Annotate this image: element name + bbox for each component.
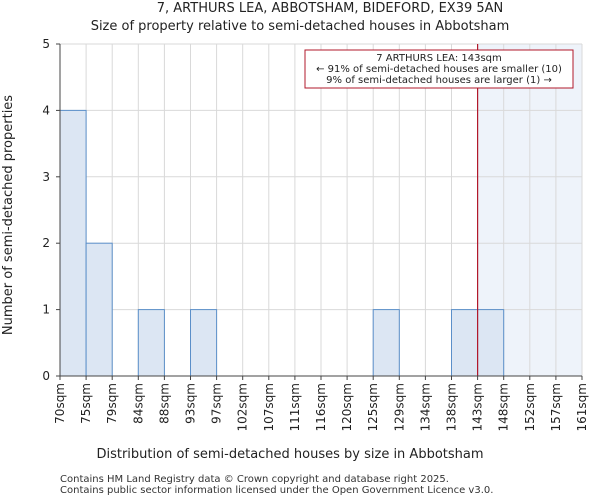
x-tick-label: 107sqm [262,383,276,431]
x-tick-label: 161sqm [575,383,589,431]
bar [85,242,113,377]
plot-area: 0 1 2 3 4 5 70sqm 75sqm 79sqm 84sqm 88sqm 93sqm 97sq… [42,37,589,431]
chart-subtitle: Size of property relative to semi-detach… [91,19,510,34]
y-tick-label: 1 [42,303,50,317]
x-axis-label: Distribution of semi-detached houses by … [96,447,483,462]
bar [59,109,87,377]
y-tick-label: 2 [42,236,50,250]
x-tick-label: 111sqm [288,383,302,431]
x-tick-label: 70sqm [53,383,67,424]
annotation-box [304,49,574,89]
x-tick-label: 79sqm [105,383,119,424]
annotation-line: 7 ARTHURS LEA: 143sqm [376,53,502,64]
x-tick-label: 102sqm [236,383,250,431]
x-tick-label: 138sqm [445,383,459,431]
y-axis-label: Number of semi-detached properties [1,95,16,335]
footer-licence: Contains public sector information licen… [60,485,494,496]
x-tick-label: 116sqm [314,383,328,431]
x-tick-label: 129sqm [392,383,406,431]
x-tick-label: 148sqm [497,383,511,431]
x-tick-label: 143sqm [471,383,485,431]
chart-title: 7, ARTHURS LEA, ABBOTSHAM, BIDEFORD, EX3… [157,1,504,16]
y-tick-label: 3 [42,170,50,184]
y-tick-label: 4 [42,103,50,117]
footer-copyright: Contains HM Land Registry data © Crown c… [60,474,449,485]
x-tick-label: 88sqm [157,383,171,424]
y-tick-label: 5 [42,37,50,51]
x-tick-label: 134sqm [418,383,432,431]
x-tick-label: 75sqm [79,383,93,424]
x-tick-label: 84sqm [131,383,145,424]
x-tick-label: 157sqm [549,383,563,431]
bar [372,309,400,377]
bar [477,309,505,377]
x-tick-label: 125sqm [366,383,380,431]
x-tick-label: 120sqm [340,383,354,431]
y-tick-label: 0 [42,369,50,383]
bar [137,309,165,377]
bar [451,309,479,377]
x-tick-label: 93sqm [184,383,198,424]
annotation-line: ← 91% of semi-detached houses are smalle… [316,64,562,75]
x-tick-label: 152sqm [523,383,537,431]
annotation-line: 9% of semi-detached houses are larger (1… [326,75,552,86]
x-tick-label: 97sqm [210,383,224,424]
bar [190,309,218,377]
